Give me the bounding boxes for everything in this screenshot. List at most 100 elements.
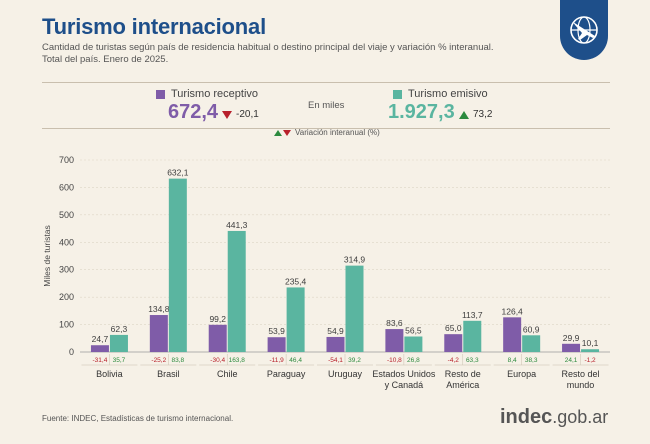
variation-label: -1,2 [584,357,596,364]
variation-label: -10,8 [387,357,402,364]
category-label: América [446,380,479,390]
variation-label: 24,1 [565,357,578,364]
category-label: Chile [217,369,238,379]
brand-name: indec [500,406,553,428]
bar-value-label: 113,7 [462,310,483,320]
emisivo-total: 1.927,3 [388,101,455,123]
variation-label: 26,8 [407,357,420,364]
variation-label: 163,8 [229,357,246,364]
variation-label: 83,8 [172,357,185,364]
bar-value-label: 126,4 [502,306,524,316]
receptivo-total: 672,4 [168,101,219,123]
emisivo-variation-value: 73,2 [473,109,493,120]
bar-value-label: 235,4 [285,276,307,286]
y-tick-label: 600 [59,182,74,192]
category-label: Resto de [445,369,481,379]
variation-label: -4,2 [448,357,460,364]
receptivo-variation: -20,1 [222,109,259,120]
subtitle-line-1: Cantidad de turistas según país de resid… [42,42,494,53]
up-arrow-icon [459,110,469,119]
y-tick-label: 0 [69,347,74,357]
variation-label: -30,4 [210,357,225,364]
y-tick-label: 100 [59,320,74,330]
bar [385,329,404,352]
emisivo-swatch [393,89,402,99]
subtitle: Cantidad de turistas según país de resid… [42,42,562,66]
bar-value-label: 65,0 [445,323,462,333]
page-title: Turismo internacional [42,14,266,39]
summary-bottom-rule [42,128,610,129]
emisivo-variation: 73,2 [459,109,492,120]
bar-value-label: 314,9 [344,255,366,265]
y-tick-label: 200 [59,292,74,302]
down-arrow-icon [222,110,232,119]
bar-value-label: 29,9 [563,333,580,343]
y-tick-label: 400 [59,237,74,247]
variation-label: 8,4 [508,357,517,364]
brand-link[interactable]: indec.gob.ar [500,406,608,429]
legend-emisivo-label: Turismo emisivo [408,88,488,100]
source-note: Fuente: INDEC, Estadísticas de turismo i… [42,414,234,423]
legend-receptivo: Turismo receptivo [156,88,258,100]
bar [404,336,423,352]
bar-value-label: 56,5 [405,326,422,336]
bar [208,324,227,352]
bar-value-label: 441,3 [226,220,248,230]
bar-value-label: 53,9 [268,326,285,336]
bar [581,349,600,352]
bar [109,334,128,352]
bar [345,265,364,352]
category-label: Paraguay [267,369,306,379]
variation-label: -11,9 [269,357,284,364]
variation-label: -54,1 [328,357,343,364]
bar-value-label: 632,1 [167,168,189,178]
y-tick-label: 300 [59,265,74,275]
bar [168,178,187,352]
bar [326,336,345,352]
receptivo-variation-value: -20,1 [236,109,259,120]
brand-domain: .gob.ar [552,407,609,427]
up-arrow-icon [274,129,282,136]
bar [522,335,541,352]
category-label: y Canadá [385,380,424,390]
units-label: En miles [308,100,345,111]
bar [444,334,463,352]
bar-value-label: 62,3 [111,324,128,334]
bar [227,230,246,352]
variation-label: -25,2 [151,357,166,364]
category-label: Uruguay [328,369,363,379]
variation-legend-label: Variación interanual (%) [295,128,380,137]
down-arrow-icon [283,129,291,136]
legend-emisivo: Turismo emisivo [393,88,488,100]
category-label: Europa [507,369,536,379]
bar [562,343,581,352]
category-label: mundo [567,380,595,390]
bar-value-label: 10,1 [582,338,599,348]
bar [503,317,522,352]
indec-logo [560,0,608,60]
bar-value-label: 134,8 [148,304,170,314]
bar [267,337,286,352]
bar-value-label: 24,7 [92,334,109,344]
variation-label: 46,4 [289,357,302,364]
category-label: Estados Unidos [372,369,436,379]
bar-value-label: 83,6 [386,318,403,328]
bar-value-label: 60,9 [523,324,540,334]
variation-label: -31,4 [93,357,108,364]
bar [463,320,482,352]
category-label: Bolivia [96,369,123,379]
receptivo-swatch [156,89,165,99]
variation-label: 38,3 [525,357,538,364]
variation-legend: Variación interanual (%) [274,128,380,137]
category-label: Brasil [157,369,180,379]
bar [90,345,109,352]
y-tick-label: 500 [59,210,74,220]
variation-label: 39,2 [348,357,361,364]
summary-top-rule [42,82,610,83]
variation-label: 63,3 [466,357,479,364]
bar-value-label: 54,9 [327,326,344,336]
legend-receptivo-label: Turismo receptivo [171,88,259,100]
y-tick-label: 700 [59,155,74,165]
bar [149,315,168,352]
